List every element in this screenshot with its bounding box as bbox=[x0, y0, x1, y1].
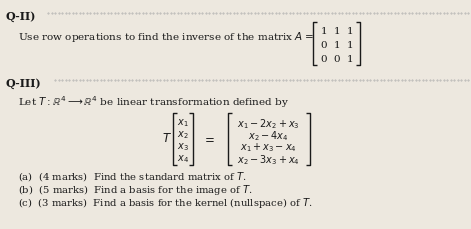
Text: Use row operations to find the inverse of the matrix $A =$: Use row operations to find the inverse o… bbox=[18, 30, 314, 44]
Text: 1: 1 bbox=[347, 41, 353, 50]
Text: $x_1 - 2x_2 + x_3$: $x_1 - 2x_2 + x_3$ bbox=[236, 117, 300, 130]
Text: Let $T : \mathbb{R}^4 \longrightarrow \mathbb{R}^4$ be linear transformation def: Let $T : \mathbb{R}^4 \longrightarrow \m… bbox=[18, 94, 289, 109]
Text: Q-II): Q-II) bbox=[5, 11, 35, 22]
Text: $x_4$: $x_4$ bbox=[177, 152, 189, 164]
Text: $x_2 - 3x_3 + x_4$: $x_2 - 3x_3 + x_4$ bbox=[236, 152, 300, 166]
Text: 1: 1 bbox=[333, 41, 341, 50]
Text: $x_3$: $x_3$ bbox=[177, 140, 189, 152]
Text: $x_1 + x_3 - x_4$: $x_1 + x_3 - x_4$ bbox=[240, 140, 296, 153]
Text: $=$: $=$ bbox=[202, 132, 214, 145]
Text: Q-III): Q-III) bbox=[5, 78, 41, 89]
Text: $T$: $T$ bbox=[162, 132, 172, 145]
Text: 1: 1 bbox=[333, 27, 341, 36]
Text: (c)  (3 marks)  Find a basis for the kernel (nullspace) of $T$.: (c) (3 marks) Find a basis for the kerne… bbox=[18, 195, 312, 209]
Text: (b)  (5 marks)  Find a basis for the image of $T$.: (b) (5 marks) Find a basis for the image… bbox=[18, 182, 252, 196]
Text: $x_2 - 4x_4$: $x_2 - 4x_4$ bbox=[248, 128, 288, 142]
Text: $x_2$: $x_2$ bbox=[177, 128, 189, 140]
Text: 0: 0 bbox=[321, 41, 327, 50]
Text: 1: 1 bbox=[347, 27, 353, 36]
Text: (a)  (4 marks)  Find the standard matrix of $T$.: (a) (4 marks) Find the standard matrix o… bbox=[18, 169, 247, 182]
Text: 0: 0 bbox=[321, 55, 327, 64]
Text: 1: 1 bbox=[321, 27, 327, 36]
Text: 0: 0 bbox=[333, 55, 341, 64]
Text: $x_1$: $x_1$ bbox=[177, 117, 189, 128]
Text: 1: 1 bbox=[347, 55, 353, 64]
